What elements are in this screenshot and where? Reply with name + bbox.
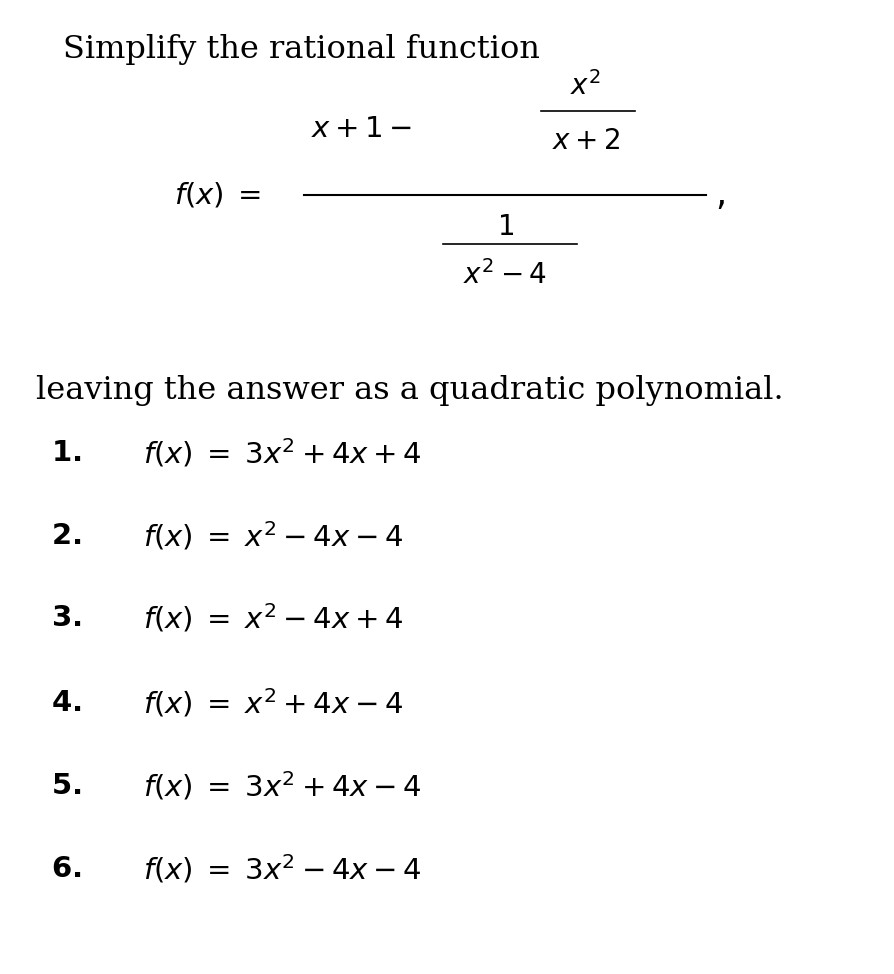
Text: Simplify the rational function: Simplify the rational function	[63, 34, 539, 65]
Text: $f(x) \;=\; 3x^2 + 4x + 4$: $f(x) \;=\; 3x^2 + 4x + 4$	[143, 436, 422, 469]
Text: $,$: $,$	[715, 178, 725, 211]
Text: $\mathbf{3.}$: $\mathbf{3.}$	[51, 605, 81, 632]
Text: $f(x) \;=\; x^2 + 4x - 4$: $f(x) \;=\; x^2 + 4x - 4$	[143, 687, 403, 720]
Text: $x + 2$: $x + 2$	[552, 128, 620, 155]
Text: $x^2 - 4$: $x^2 - 4$	[463, 260, 547, 289]
Text: $x + 1 -$: $x + 1 -$	[311, 115, 412, 142]
Text: $f(x) \;=\; x^2 - 4x + 4$: $f(x) \;=\; x^2 - 4x + 4$	[143, 602, 403, 635]
Text: $\mathbf{1.}$: $\mathbf{1.}$	[51, 439, 81, 467]
Text: $1$: $1$	[496, 214, 514, 242]
Text: leaving the answer as a quadratic polynomial.: leaving the answer as a quadratic polyno…	[36, 375, 783, 406]
Text: $f(x) \;=\; 3x^2 - 4x - 4$: $f(x) \;=\; 3x^2 - 4x - 4$	[143, 852, 422, 885]
Text: $\mathbf{5.}$: $\mathbf{5.}$	[51, 772, 81, 800]
Text: $x^2$: $x^2$	[570, 71, 601, 100]
Text: $f(x)\;=\;$: $f(x)\;=\;$	[174, 180, 261, 209]
Text: $\mathbf{6.}$: $\mathbf{6.}$	[51, 855, 81, 882]
Text: $\mathbf{2.}$: $\mathbf{2.}$	[51, 522, 81, 549]
Text: $f(x) \;=\; x^2 - 4x - 4$: $f(x) \;=\; x^2 - 4x - 4$	[143, 519, 403, 552]
Text: $f(x) \;=\; 3x^2 + 4x - 4$: $f(x) \;=\; 3x^2 + 4x - 4$	[143, 769, 422, 803]
Text: $\mathbf{4.}$: $\mathbf{4.}$	[51, 690, 81, 717]
